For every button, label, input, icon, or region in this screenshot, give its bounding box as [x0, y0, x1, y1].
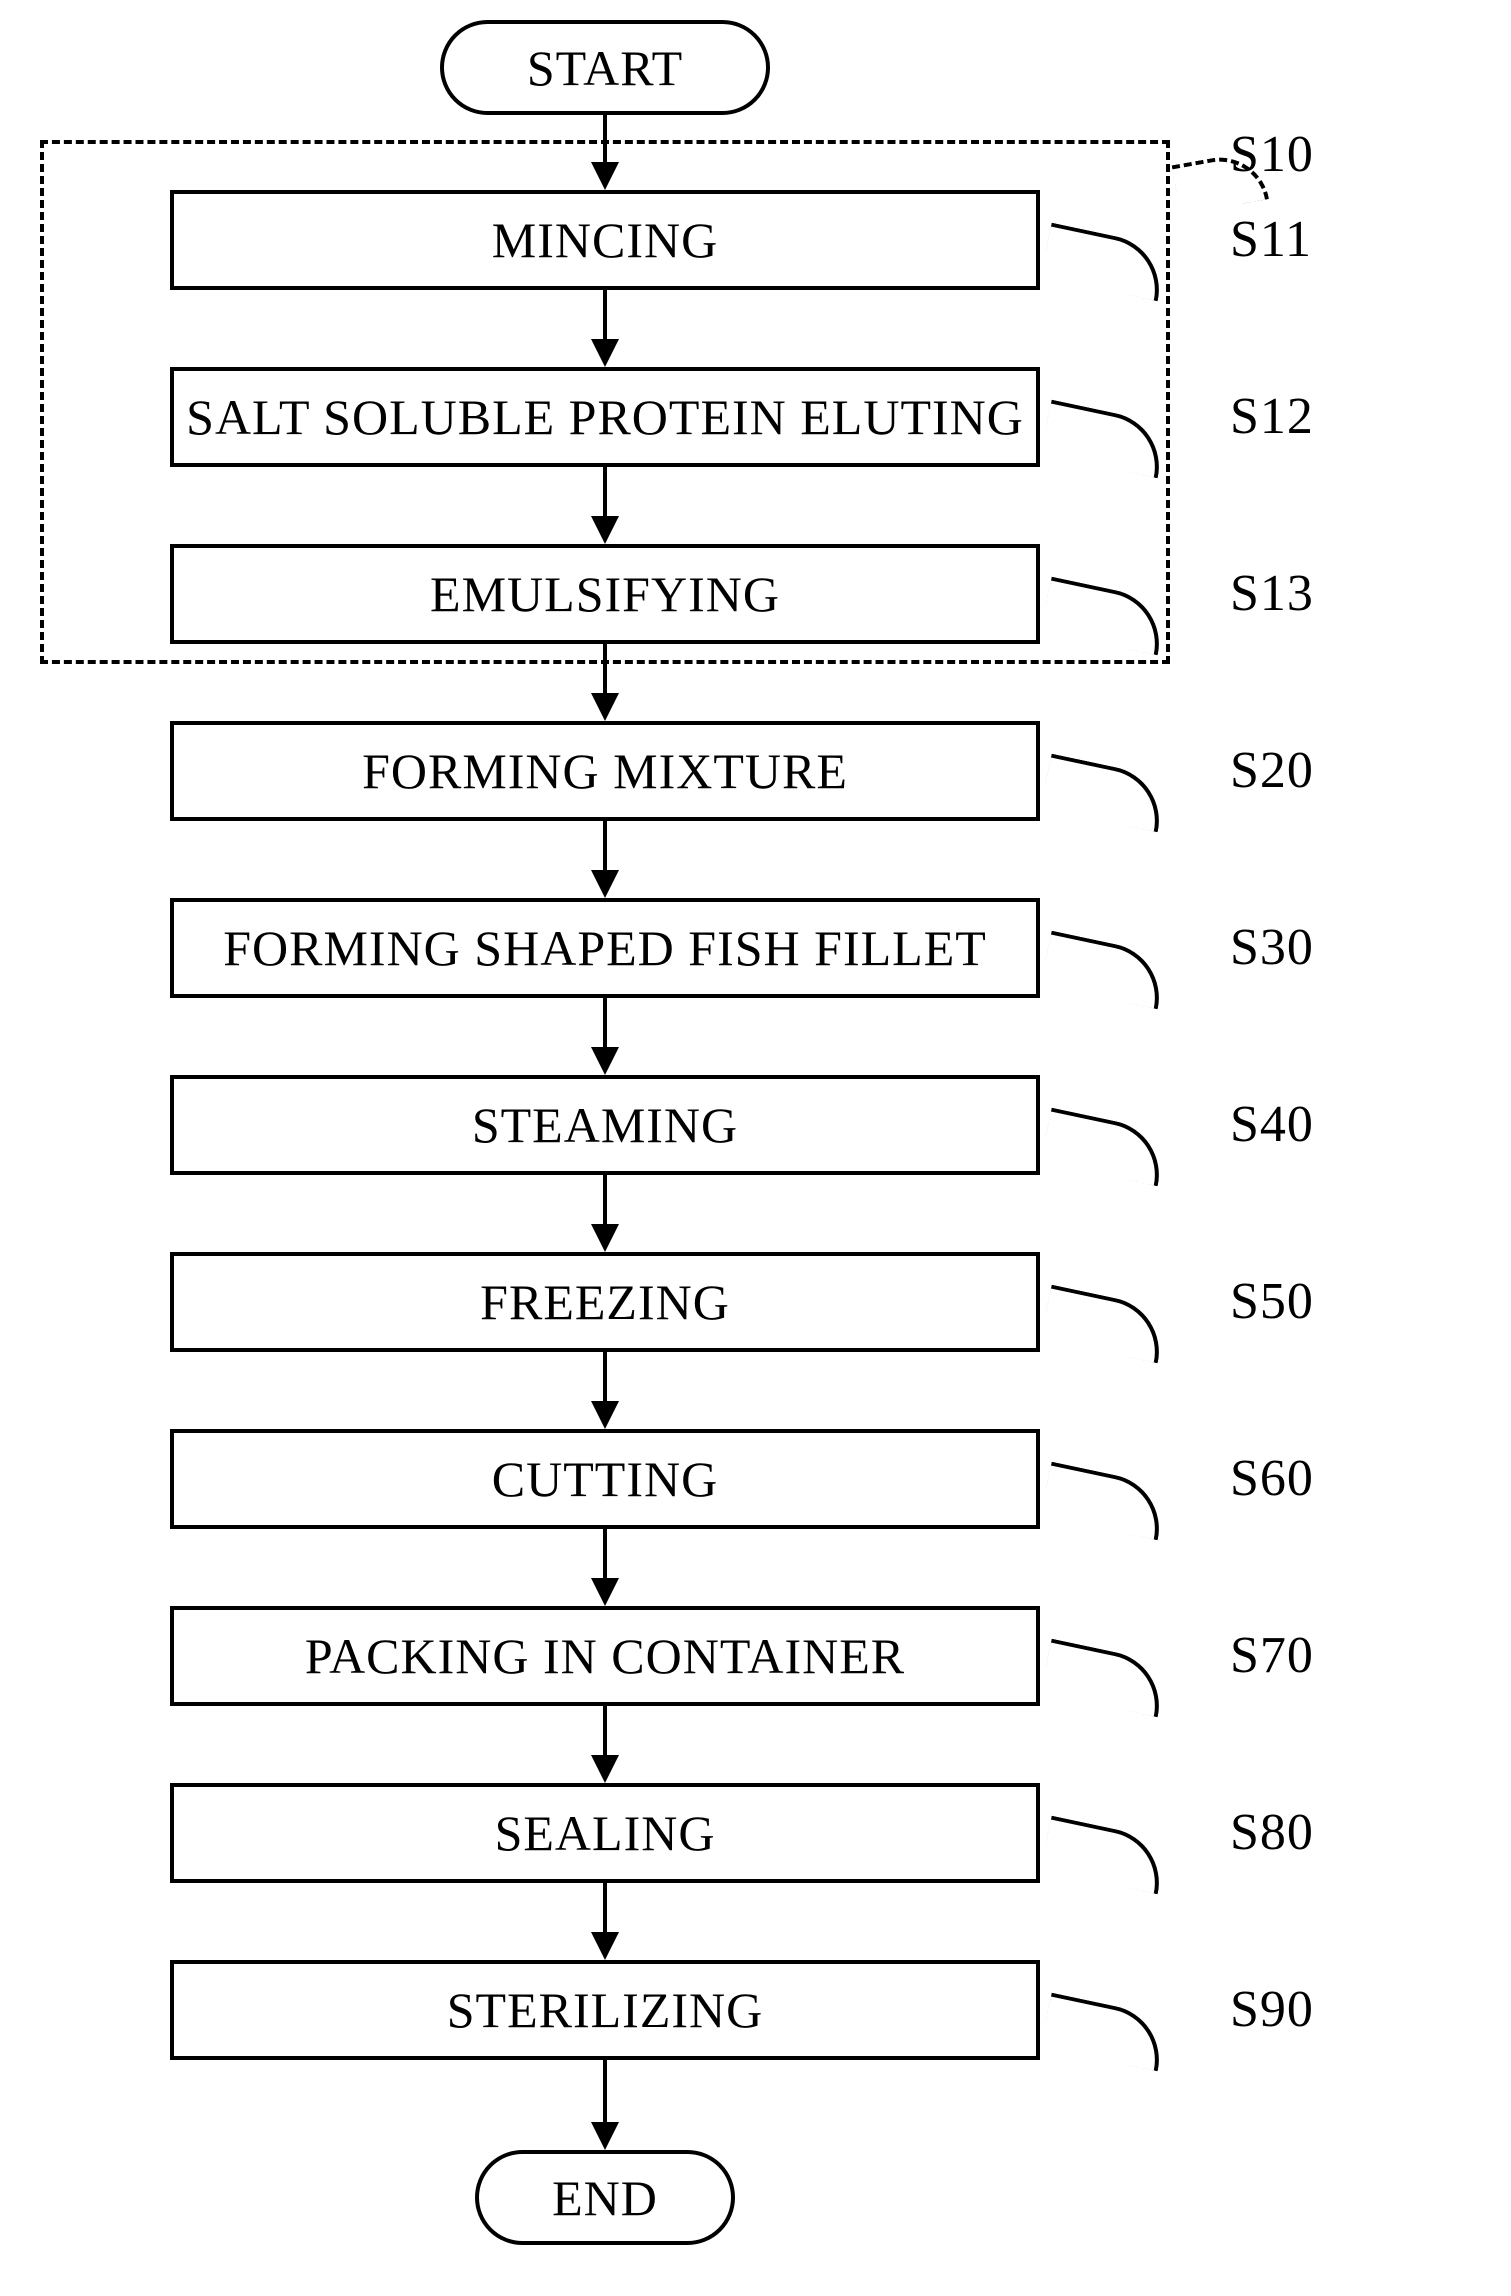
label-lead-s60 — [1040, 1462, 1169, 1541]
arrow-head-s20-s30 — [591, 870, 619, 898]
terminal-end: END — [475, 2150, 735, 2245]
process-s30: FORMING SHAPED FISH FILLET — [170, 898, 1040, 998]
label-s90: S90 — [1230, 1980, 1314, 2039]
label-lead-s30 — [1040, 931, 1169, 1010]
label-s12: S12 — [1230, 387, 1314, 446]
arrow-head-s11-s12 — [591, 339, 619, 367]
terminal-start: START — [440, 20, 770, 115]
arrow-line-s50-s60 — [603, 1352, 607, 1401]
arrow-head-s80-s90 — [591, 1932, 619, 1960]
label-s50: S50 — [1230, 1272, 1314, 1331]
label-s60: S60 — [1230, 1449, 1314, 1508]
label-lead-s40 — [1040, 1108, 1169, 1187]
process-s50: FREEZING — [170, 1252, 1040, 1352]
flowchart-stage: START MINCING S11 SALT SOLUBLE PROTEIN ELUT… — [0, 0, 1511, 2285]
arrow-line-s20-s30 — [603, 821, 607, 870]
arrow-head-s13-s20 — [591, 693, 619, 721]
label-lead-s80 — [1040, 1816, 1169, 1895]
process-s70: PACKING IN CONTAINER — [170, 1606, 1040, 1706]
arrow-line-s70-s80 — [603, 1706, 607, 1755]
label-s30: S30 — [1230, 918, 1314, 977]
arrow-line-start-s11 — [603, 115, 607, 162]
process-s80: SEALING — [170, 1783, 1040, 1883]
arrow-head-s30-s40 — [591, 1047, 619, 1075]
arrow-line-s40-s50 — [603, 1175, 607, 1224]
label-s20: S20 — [1230, 741, 1314, 800]
arrow-head-s50-s60 — [591, 1401, 619, 1429]
arrow-head-s40-s50 — [591, 1224, 619, 1252]
arrow-line-s60-s70 — [603, 1529, 607, 1578]
label-s13: S13 — [1230, 564, 1314, 623]
label-s40: S40 — [1230, 1095, 1314, 1154]
arrow-line-s30-s40 — [603, 998, 607, 1047]
label-lead-s90 — [1040, 1993, 1169, 2072]
label-lead-s70 — [1040, 1639, 1169, 1718]
process-s60: CUTTING — [170, 1429, 1040, 1529]
label-s80: S80 — [1230, 1803, 1314, 1862]
process-s90: STERILIZING — [170, 1960, 1040, 2060]
process-s20: FORMING MIXTURE — [170, 721, 1040, 821]
arrow-head-s90-end — [591, 2122, 619, 2150]
arrow-head-s60-s70 — [591, 1578, 619, 1606]
process-s13: EMULSIFYING — [170, 544, 1040, 644]
arrow-line-s90-end — [603, 2060, 607, 2122]
arrow-line-s13-s20 — [603, 644, 607, 693]
label-s11: S11 — [1230, 210, 1312, 269]
label-s70: S70 — [1230, 1626, 1314, 1685]
arrow-head-s12-s13 — [591, 516, 619, 544]
label-lead-s50 — [1040, 1285, 1169, 1364]
arrow-head-start-s11 — [591, 162, 619, 190]
label-lead-s20 — [1040, 754, 1169, 833]
process-s40: STEAMING — [170, 1075, 1040, 1175]
arrow-line-s11-s12 — [603, 290, 607, 339]
arrow-head-s70-s80 — [591, 1755, 619, 1783]
arrow-line-s12-s13 — [603, 467, 607, 516]
process-s11: MINCING — [170, 190, 1040, 290]
process-s12: SALT SOLUBLE PROTEIN ELUTING — [170, 367, 1040, 467]
arrow-line-s80-s90 — [603, 1883, 607, 1932]
